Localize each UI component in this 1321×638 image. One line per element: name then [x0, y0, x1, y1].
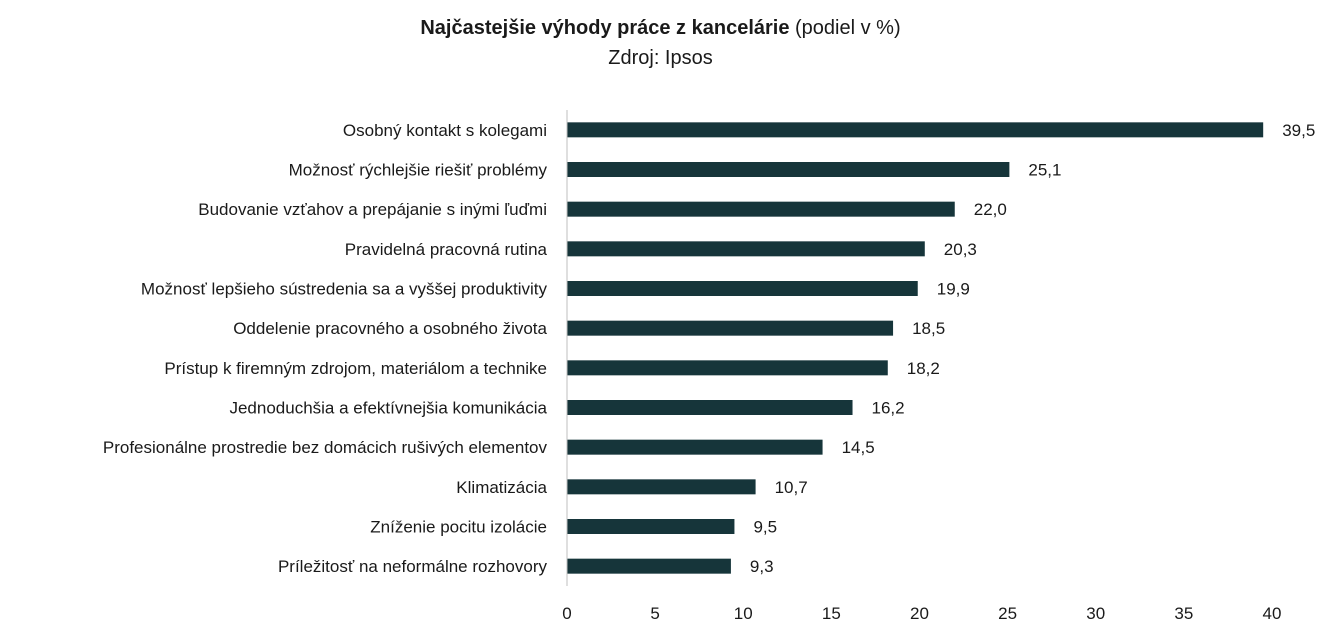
category-label: Zníženie pocitu izolácie — [370, 518, 547, 537]
category-label: Možnosť rýchlejšie riešiť problémy — [289, 161, 548, 180]
chart-subtitle: Zdroj: Ipsos — [608, 47, 713, 69]
category-label: Jednoduchšia a efektívnejšia komunikácia — [229, 399, 547, 418]
bar — [567, 519, 735, 534]
bar — [567, 320, 894, 336]
x-tick-label: 15 — [822, 604, 841, 623]
bar — [567, 241, 925, 257]
x-tick-label: 35 — [1174, 604, 1193, 623]
x-tick-label: 40 — [1263, 604, 1282, 623]
x-tick-label: 30 — [1086, 604, 1105, 623]
value-label: 16,2 — [872, 399, 905, 418]
bar — [567, 201, 955, 217]
axis-layer: 0 5 10 15 20 25 30 35 40 — [562, 110, 1281, 623]
x-tick-label: 10 — [734, 604, 753, 623]
x-tick-label: 20 — [910, 604, 929, 623]
value-label: 14,5 — [842, 438, 875, 457]
value-label: 22,0 — [974, 200, 1007, 219]
bars-layer: Osobný kontakt s kolegami 39,5 Možnosť rýc… — [103, 121, 1315, 576]
value-label: 19,9 — [937, 280, 970, 299]
value-label: 39,5 — [1282, 121, 1315, 140]
category-label: Osobný kontakt s kolegami — [343, 121, 547, 140]
bar — [567, 122, 1264, 138]
chart-title-bold: Najčastejšie výhody práce z kancelárie — [420, 17, 790, 39]
bar — [567, 360, 888, 376]
category-label: Možnosť lepšieho sústredenia sa a vyššej… — [141, 280, 548, 299]
x-tick-label: 5 — [650, 604, 659, 623]
bar — [567, 479, 756, 495]
value-label: 25,1 — [1028, 161, 1061, 180]
bar — [567, 281, 918, 296]
bar — [567, 162, 1010, 177]
value-label: 9,3 — [750, 557, 774, 576]
category-label: Pravidelná pracovná rutina — [345, 240, 548, 259]
chart-title-unit: (podiel v %) — [789, 17, 901, 39]
value-label: 18,2 — [907, 359, 940, 378]
x-tick-label: 0 — [562, 604, 571, 623]
category-label: Klimatizácia — [456, 478, 547, 497]
bar — [567, 558, 731, 574]
value-label: 9,5 — [753, 518, 777, 537]
bar — [567, 400, 853, 415]
category-label: Budovanie vzťahov a prepájanie s inými ľ… — [198, 200, 547, 219]
value-label: 20,3 — [944, 240, 977, 259]
bar — [567, 439, 823, 455]
category-label: Oddelenie pracovného a osobného života — [233, 319, 547, 338]
x-tick-label: 25 — [998, 604, 1017, 623]
value-label: 18,5 — [912, 319, 945, 338]
value-label: 10,7 — [775, 478, 808, 497]
category-label: Prístup k firemným zdrojom, materiálom a… — [164, 359, 547, 378]
category-label: Príležitosť na neformálne rozhovory — [278, 557, 548, 576]
chart-title: Najčastejšie výhody práce z kancelárie (… — [0, 14, 1321, 42]
category-label: Profesionálne prostredie bez domácich ru… — [103, 438, 548, 457]
